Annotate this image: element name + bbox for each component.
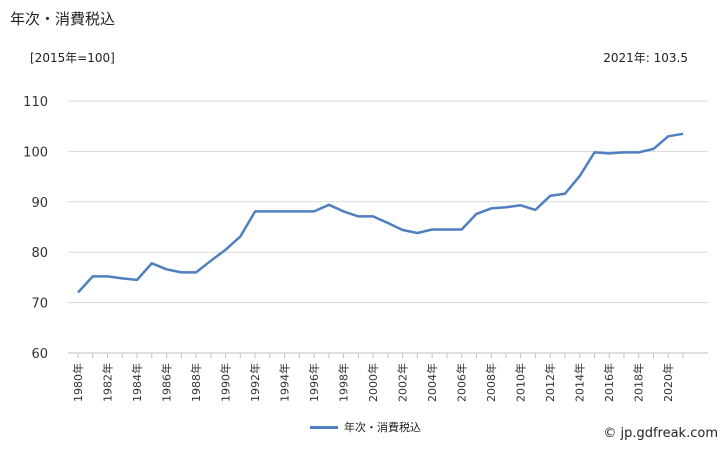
- x-tick-label: 1984年: [130, 363, 144, 402]
- x-tick-label: 2020年: [661, 363, 675, 402]
- legend-label: 年次・消費税込: [344, 421, 421, 434]
- x-tick-label: 2012年: [543, 363, 557, 402]
- x-tick-label: 1994年: [278, 363, 292, 402]
- x-tick-label: 1988年: [189, 363, 203, 402]
- y-tick-label: 60: [31, 347, 48, 362]
- x-tick-label: 1980年: [71, 363, 85, 402]
- x-tick-label: 1982年: [101, 363, 115, 402]
- x-tick-label: 2010年: [514, 363, 528, 402]
- x-tick-label: 2018年: [632, 363, 646, 402]
- x-tick-label: 2000年: [366, 363, 380, 402]
- y-tick-label: 70: [31, 297, 48, 312]
- x-tick-label: 2008年: [484, 363, 498, 402]
- x-tick-label: 2006年: [455, 363, 469, 402]
- unit-label: [2015年=100]: [30, 51, 115, 65]
- y-tick-label: 110: [23, 95, 48, 110]
- source-credit: © jp.gdfreak.com: [603, 426, 718, 441]
- x-tick-label: 2004年: [425, 363, 439, 402]
- x-tick-label: 1998年: [337, 363, 351, 402]
- x-tick-label: 1992年: [248, 363, 262, 402]
- x-tick-label: 1990年: [219, 363, 233, 402]
- latest-value-label: 2021年: 103.5: [603, 49, 688, 66]
- latest-number: 103.5: [653, 51, 688, 65]
- x-tick-label: 1986年: [160, 363, 174, 402]
- series-line: [77, 132, 684, 294]
- latest-year: 2021年:: [603, 51, 650, 65]
- x-tick-label: 2016年: [602, 363, 616, 402]
- legend-swatch: [310, 425, 338, 429]
- y-tick-label: 90: [31, 196, 48, 211]
- legend: 年次・消費税込: [310, 419, 421, 435]
- x-tick-label: 1996年: [307, 363, 321, 402]
- y-tick-label: 100: [23, 145, 48, 160]
- x-tick-label: 2014年: [573, 363, 587, 402]
- x-tick-label: 2002年: [396, 363, 410, 402]
- chart-title: 年次・消費税込: [10, 10, 116, 28]
- y-tick-label: 80: [31, 246, 48, 261]
